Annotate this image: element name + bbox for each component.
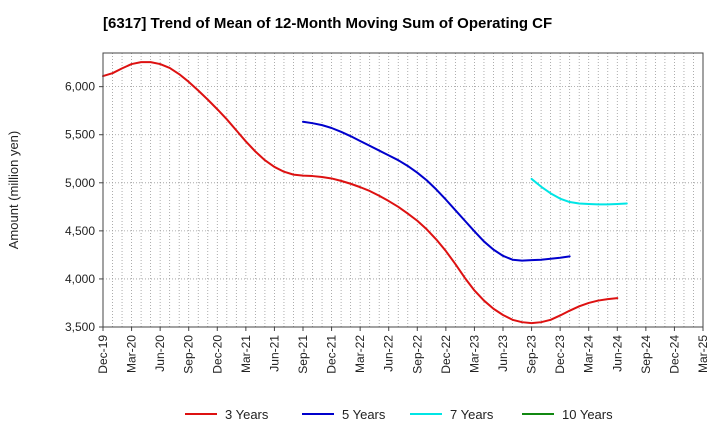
x-tick-label: Jun-22: [382, 335, 396, 372]
x-tick-label: Sep-21: [296, 335, 310, 374]
series-line-7-years: [530, 177, 628, 206]
y-tick-label: 4,500: [65, 224, 95, 238]
legend-label: 3 Years: [225, 407, 269, 422]
x-tick-label: Dec-20: [210, 335, 224, 374]
y-tick-label: 5,000: [65, 176, 95, 190]
y-tick-label: 6,000: [65, 80, 95, 94]
x-tick-label: Sep-22: [410, 335, 424, 374]
x-tick-label: Jun-23: [496, 335, 510, 372]
y-tick-label: 5,500: [65, 128, 95, 142]
x-tick-label: Sep-23: [525, 335, 539, 374]
x-tick-label: Mar-20: [125, 335, 139, 373]
series-line-5-years: [302, 120, 571, 262]
legend-label: 5 Years: [342, 407, 386, 422]
x-tick-label: Mar-23: [467, 335, 481, 373]
y-axis-label: Amount (million yen): [6, 131, 21, 250]
grid: [102, 53, 704, 328]
legend-label: 7 Years: [450, 407, 494, 422]
x-tick-label: Dec-21: [325, 335, 339, 374]
x-tick-label: Dec-19: [96, 335, 110, 374]
series-line-3-years: [102, 61, 619, 325]
x-tick-label: Mar-21: [239, 335, 253, 373]
series-lines: [102, 61, 628, 325]
x-tick-label: Mar-22: [353, 335, 367, 373]
x-tick-label: Jun-20: [153, 335, 167, 372]
x-tick-label: Dec-23: [553, 335, 567, 374]
x-tick-label: Mar-25: [696, 335, 710, 373]
y-tick-label: 4,000: [65, 272, 95, 286]
x-tick-label: Mar-24: [582, 335, 596, 373]
axes: 3,500 4,000 4,500 5,000 5,500 6,000 Dec-19 Mar-…: [65, 52, 710, 374]
legend: 3 Years 5 Years 7 Years 10 Years: [185, 407, 613, 422]
x-tick-label: Jun-24: [610, 335, 624, 372]
x-tick-label: Sep-20: [182, 335, 196, 374]
plot-frame: [102, 52, 704, 328]
chart-title: [6317] Trend of Mean of 12-Month Moving …: [103, 15, 552, 32]
x-tick-label: Dec-24: [667, 335, 681, 374]
legend-label: 10 Years: [562, 407, 613, 422]
y-tick-label: 3,500: [65, 320, 95, 334]
x-tick-label: Dec-22: [439, 335, 453, 374]
x-tick-label: Sep-24: [639, 335, 653, 374]
x-tick-label: Jun-21: [267, 335, 281, 372]
